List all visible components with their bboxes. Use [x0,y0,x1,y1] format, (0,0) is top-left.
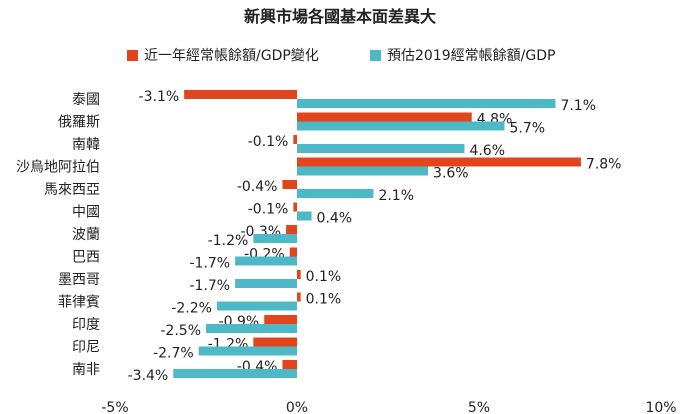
data-label: 7.1% [560,98,596,114]
bar-change [293,202,297,212]
bar-change [289,247,297,257]
bar-change [282,180,297,189]
category-label: 俄羅斯 [58,115,100,131]
data-label: -1.7% [189,256,230,272]
data-label: 0.1% [306,292,342,308]
bar-change [264,315,297,324]
bar-change [286,225,297,234]
x-tick-label: 10% [645,400,676,414]
category-label: 泰國 [72,92,100,108]
bar-forecast [216,301,297,311]
x-tick-label: -5% [101,400,128,414]
data-label: 2.1% [378,188,414,204]
bar-forecast [297,166,429,176]
plot-area: -3.1%7.1%4.8%5.7%-0.1%4.6%7.8%3.6%-0.4%2… [128,89,622,384]
data-label: -2.5% [160,323,201,339]
data-label: -2.2% [171,301,212,317]
x-axis-ticks: -5% 0% 5% 10% [101,400,676,414]
data-label: 5.7% [509,121,545,137]
category-label: 南非 [72,362,100,378]
data-label: -1.2% [208,233,249,249]
data-label: -0.4% [237,179,278,195]
category-label: 沙烏地阿拉伯 [16,159,100,176]
bar-forecast [206,324,297,333]
category-label: 中國 [72,205,100,221]
data-label: 3.6% [433,166,469,182]
bar-change [184,90,297,99]
legend-label-series-1: 近一年經常帳餘額/GDP變化 [144,47,319,64]
category-label: 巴西 [72,250,100,266]
data-label: 7.8% [586,157,622,173]
bar-change [297,292,301,302]
bar-change [297,157,581,167]
legend-label-series-2: 預估2019經常帳餘額/GDP [387,47,555,64]
data-label: 0.4% [317,211,353,227]
legend: 近一年經常帳餘額/GDP變化 預估2019經常帳餘額/GDP [127,47,555,64]
legend-swatch-series-1 [127,50,138,61]
category-label: 南韓 [72,137,100,153]
bar-change [253,337,297,347]
bar-forecast [297,211,312,221]
bar-change [297,270,301,279]
bar-forecast [235,279,297,288]
bar-forecast [235,256,297,266]
category-label: 印尼 [72,340,100,356]
bar-forecast [297,144,465,153]
category-label: 波蘭 [72,227,100,243]
x-tick-label: 0% [286,400,308,414]
data-label: 4.6% [469,143,505,159]
data-label: -3.4% [128,368,169,384]
bar-forecast [297,189,374,198]
bar-forecast [297,121,505,131]
legend-swatch-series-2 [370,50,381,61]
chart-title: 新興市場各國基本面差異大 [244,7,436,26]
category-label: 印度 [72,317,100,333]
bar-forecast [173,369,297,378]
category-label: 馬來西亞 [44,182,100,198]
bar-forecast [297,99,556,108]
data-label: -3.1% [139,89,180,105]
bar-forecast [198,346,297,356]
x-tick-label: 5% [468,400,490,414]
data-label: -2.7% [153,346,194,362]
bar-forecast [253,234,297,243]
data-label: -0.1% [248,134,289,150]
bar-change [282,360,297,369]
data-label: -1.7% [189,278,230,294]
category-label: 墨西哥 [58,272,100,288]
data-label: 0.1% [306,269,342,285]
data-label: -0.1% [248,202,289,218]
category-label: 菲律賓 [58,294,100,311]
bar-change [293,135,297,144]
bar-change [297,112,472,122]
